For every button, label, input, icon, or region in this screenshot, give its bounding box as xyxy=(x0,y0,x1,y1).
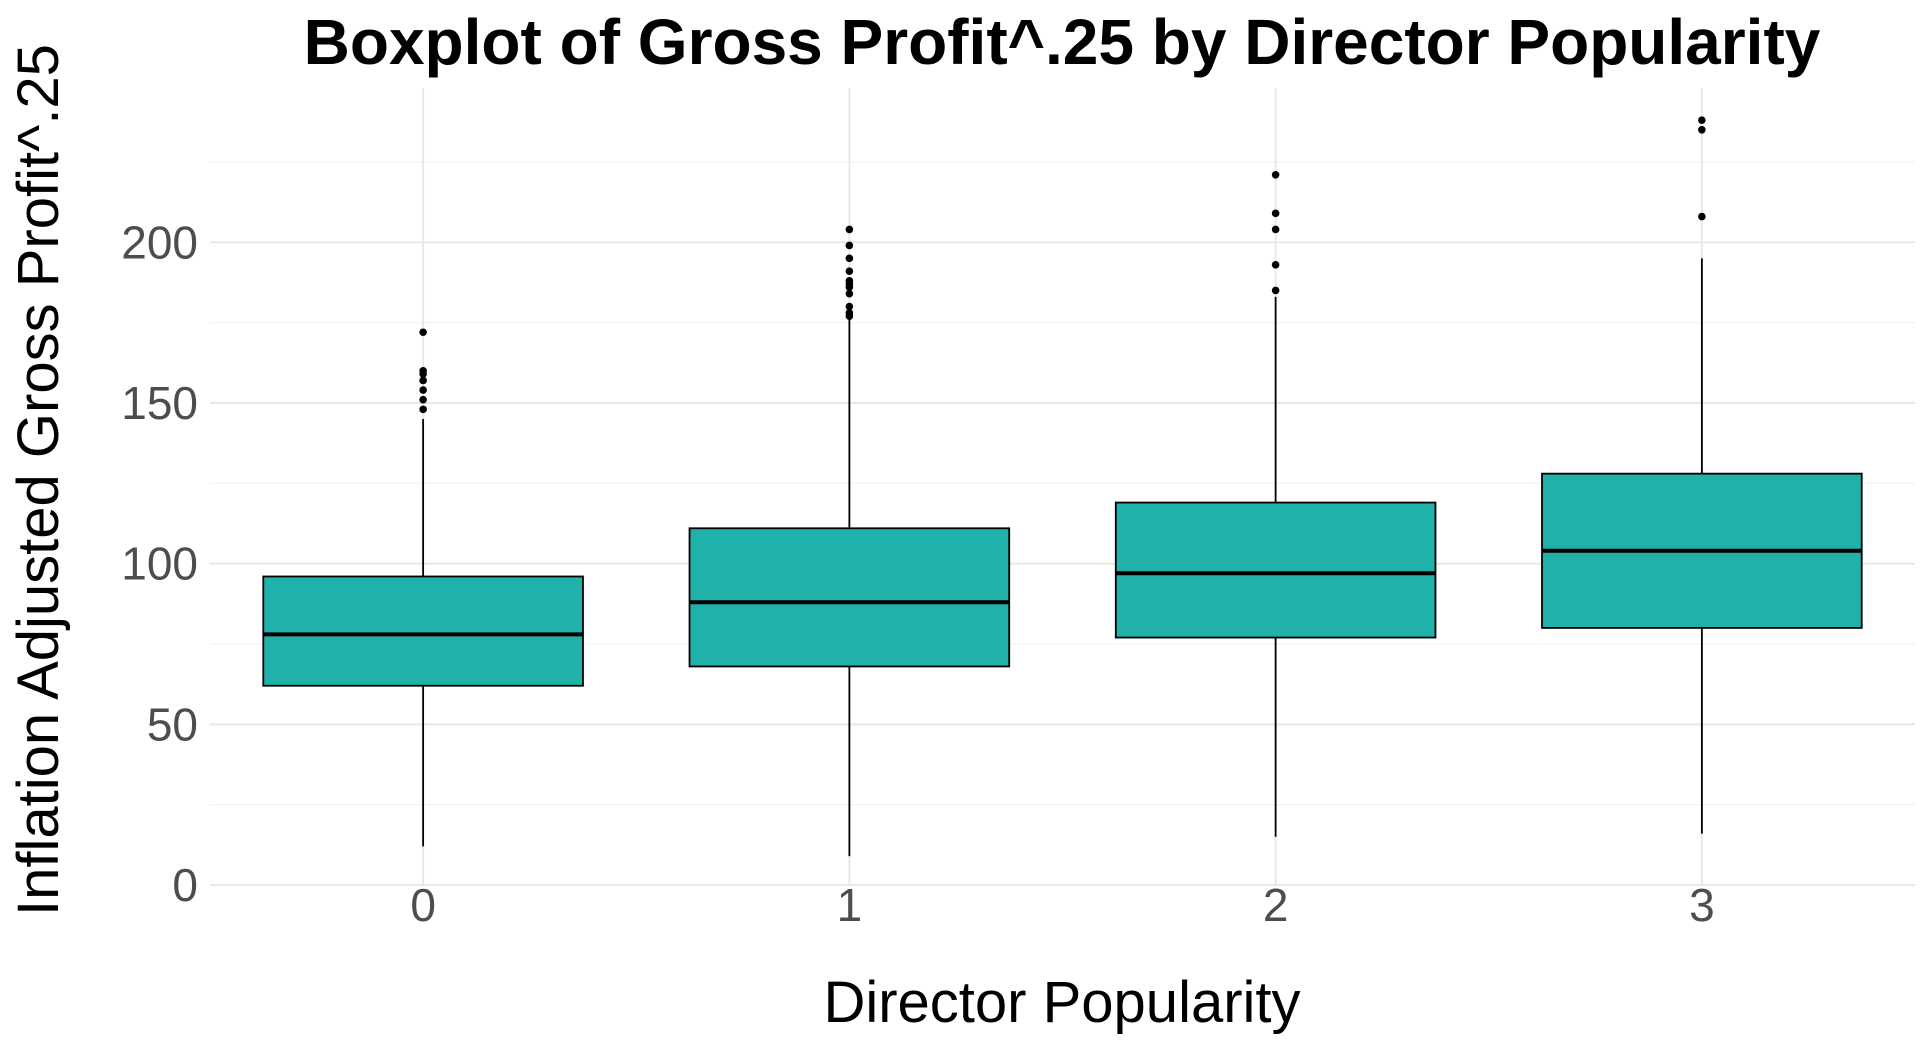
outlier-point xyxy=(845,289,854,298)
box-group xyxy=(262,328,584,847)
box-group xyxy=(688,225,1011,857)
x-axis-title: Director Popularity xyxy=(823,970,1300,1035)
outlier-point xyxy=(845,309,854,317)
box-group xyxy=(1114,170,1437,837)
y-tick-label: 0 xyxy=(172,859,198,911)
outlier-point xyxy=(419,328,427,337)
outlier-point xyxy=(1271,209,1280,218)
outlier-point xyxy=(845,254,854,263)
box-group xyxy=(1541,116,1863,834)
outlier-point xyxy=(845,302,854,311)
x-axis-ticks: 0 1 2 3 xyxy=(410,879,1714,931)
boxes xyxy=(262,116,1863,857)
y-tick-label: 150 xyxy=(121,377,198,429)
y-axis-title: Inflation Adjusted Gross Profit^.25 xyxy=(6,44,71,916)
outlier-point xyxy=(1271,286,1280,295)
box-iqr xyxy=(1114,501,1437,639)
box-iqr xyxy=(262,575,584,687)
box-iqr xyxy=(688,527,1011,668)
x-tick-label: 2 xyxy=(1263,879,1289,931)
outlier-point xyxy=(1271,260,1280,269)
outlier-point xyxy=(845,277,854,285)
outlier-point xyxy=(419,395,427,404)
outlier-point xyxy=(1271,225,1280,234)
outlier-point xyxy=(1698,212,1706,221)
y-axis-ticks: 0 50 100 150 200 xyxy=(121,216,198,911)
outlier-point xyxy=(419,386,427,394)
x-tick-label: 0 xyxy=(410,879,436,931)
outlier-point xyxy=(419,405,427,414)
outlier-point xyxy=(419,376,427,385)
outlier-point xyxy=(1698,116,1706,124)
outlier-point xyxy=(1271,170,1280,179)
y-tick-label: 50 xyxy=(147,698,198,750)
chart-title: Boxplot of Gross Profit^.25 by Director … xyxy=(304,6,1821,78)
outlier-point xyxy=(845,225,854,234)
outlier-point xyxy=(1698,125,1706,134)
outlier-point xyxy=(845,267,854,275)
x-tick-label: 3 xyxy=(1689,879,1715,931)
outlier-point xyxy=(845,241,854,250)
outlier-point xyxy=(419,367,427,375)
y-tick-label: 100 xyxy=(121,538,198,590)
x-tick-label: 1 xyxy=(837,879,863,931)
y-tick-label: 200 xyxy=(121,216,198,268)
